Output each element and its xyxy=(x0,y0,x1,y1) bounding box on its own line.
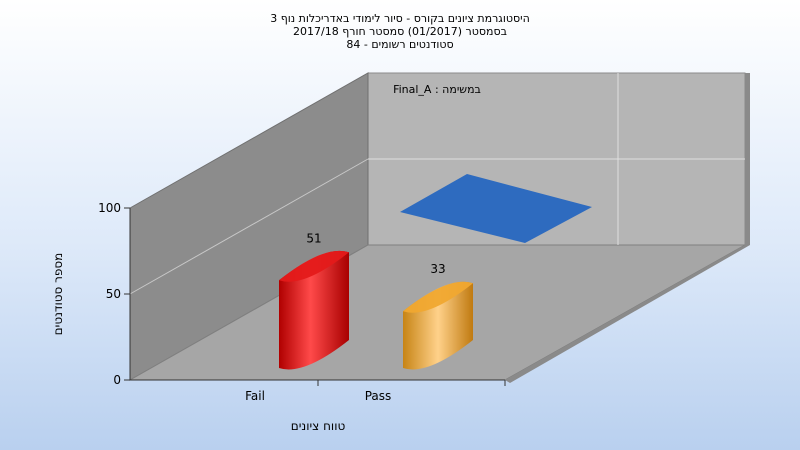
y-tick-label: 50 xyxy=(106,287,121,301)
back-wall-edge xyxy=(745,73,750,245)
data-label-pass: 33 xyxy=(430,262,445,276)
x-axis-labels: Fail Pass xyxy=(245,389,391,403)
x-axis-title: טווח ציונים xyxy=(291,419,346,433)
y-tick-label: 0 xyxy=(113,373,121,387)
x-tick-label-pass: Pass xyxy=(365,389,392,403)
legend-text: במשימה : Final_A xyxy=(393,83,481,96)
chart-title-line-1: היסטוגרמת ציונים בקורס - סיור לימודי באד… xyxy=(270,12,530,25)
bar-series: 51 33 xyxy=(279,231,473,370)
floor-edge xyxy=(505,245,750,383)
bar-cap-fail xyxy=(279,250,349,282)
bar-cap-pass xyxy=(403,281,473,313)
y-axis-ticks: 0 50 100 xyxy=(98,201,130,387)
chart-title-line-2: בסמסטר (01/2017) סמסטר חורף 2017/18 xyxy=(293,25,507,38)
chart-title-line-3: סטודנטים רשומים - 84 xyxy=(346,38,453,51)
grid-line-50-left xyxy=(129,158,369,295)
legend-marker xyxy=(400,174,592,243)
y-tick-label: 100 xyxy=(98,201,121,215)
y-axis-title: מספר סטודנטים xyxy=(51,253,65,336)
x-tick-label-fail: Fail xyxy=(245,389,265,403)
data-label-fail: 51 xyxy=(306,231,321,245)
